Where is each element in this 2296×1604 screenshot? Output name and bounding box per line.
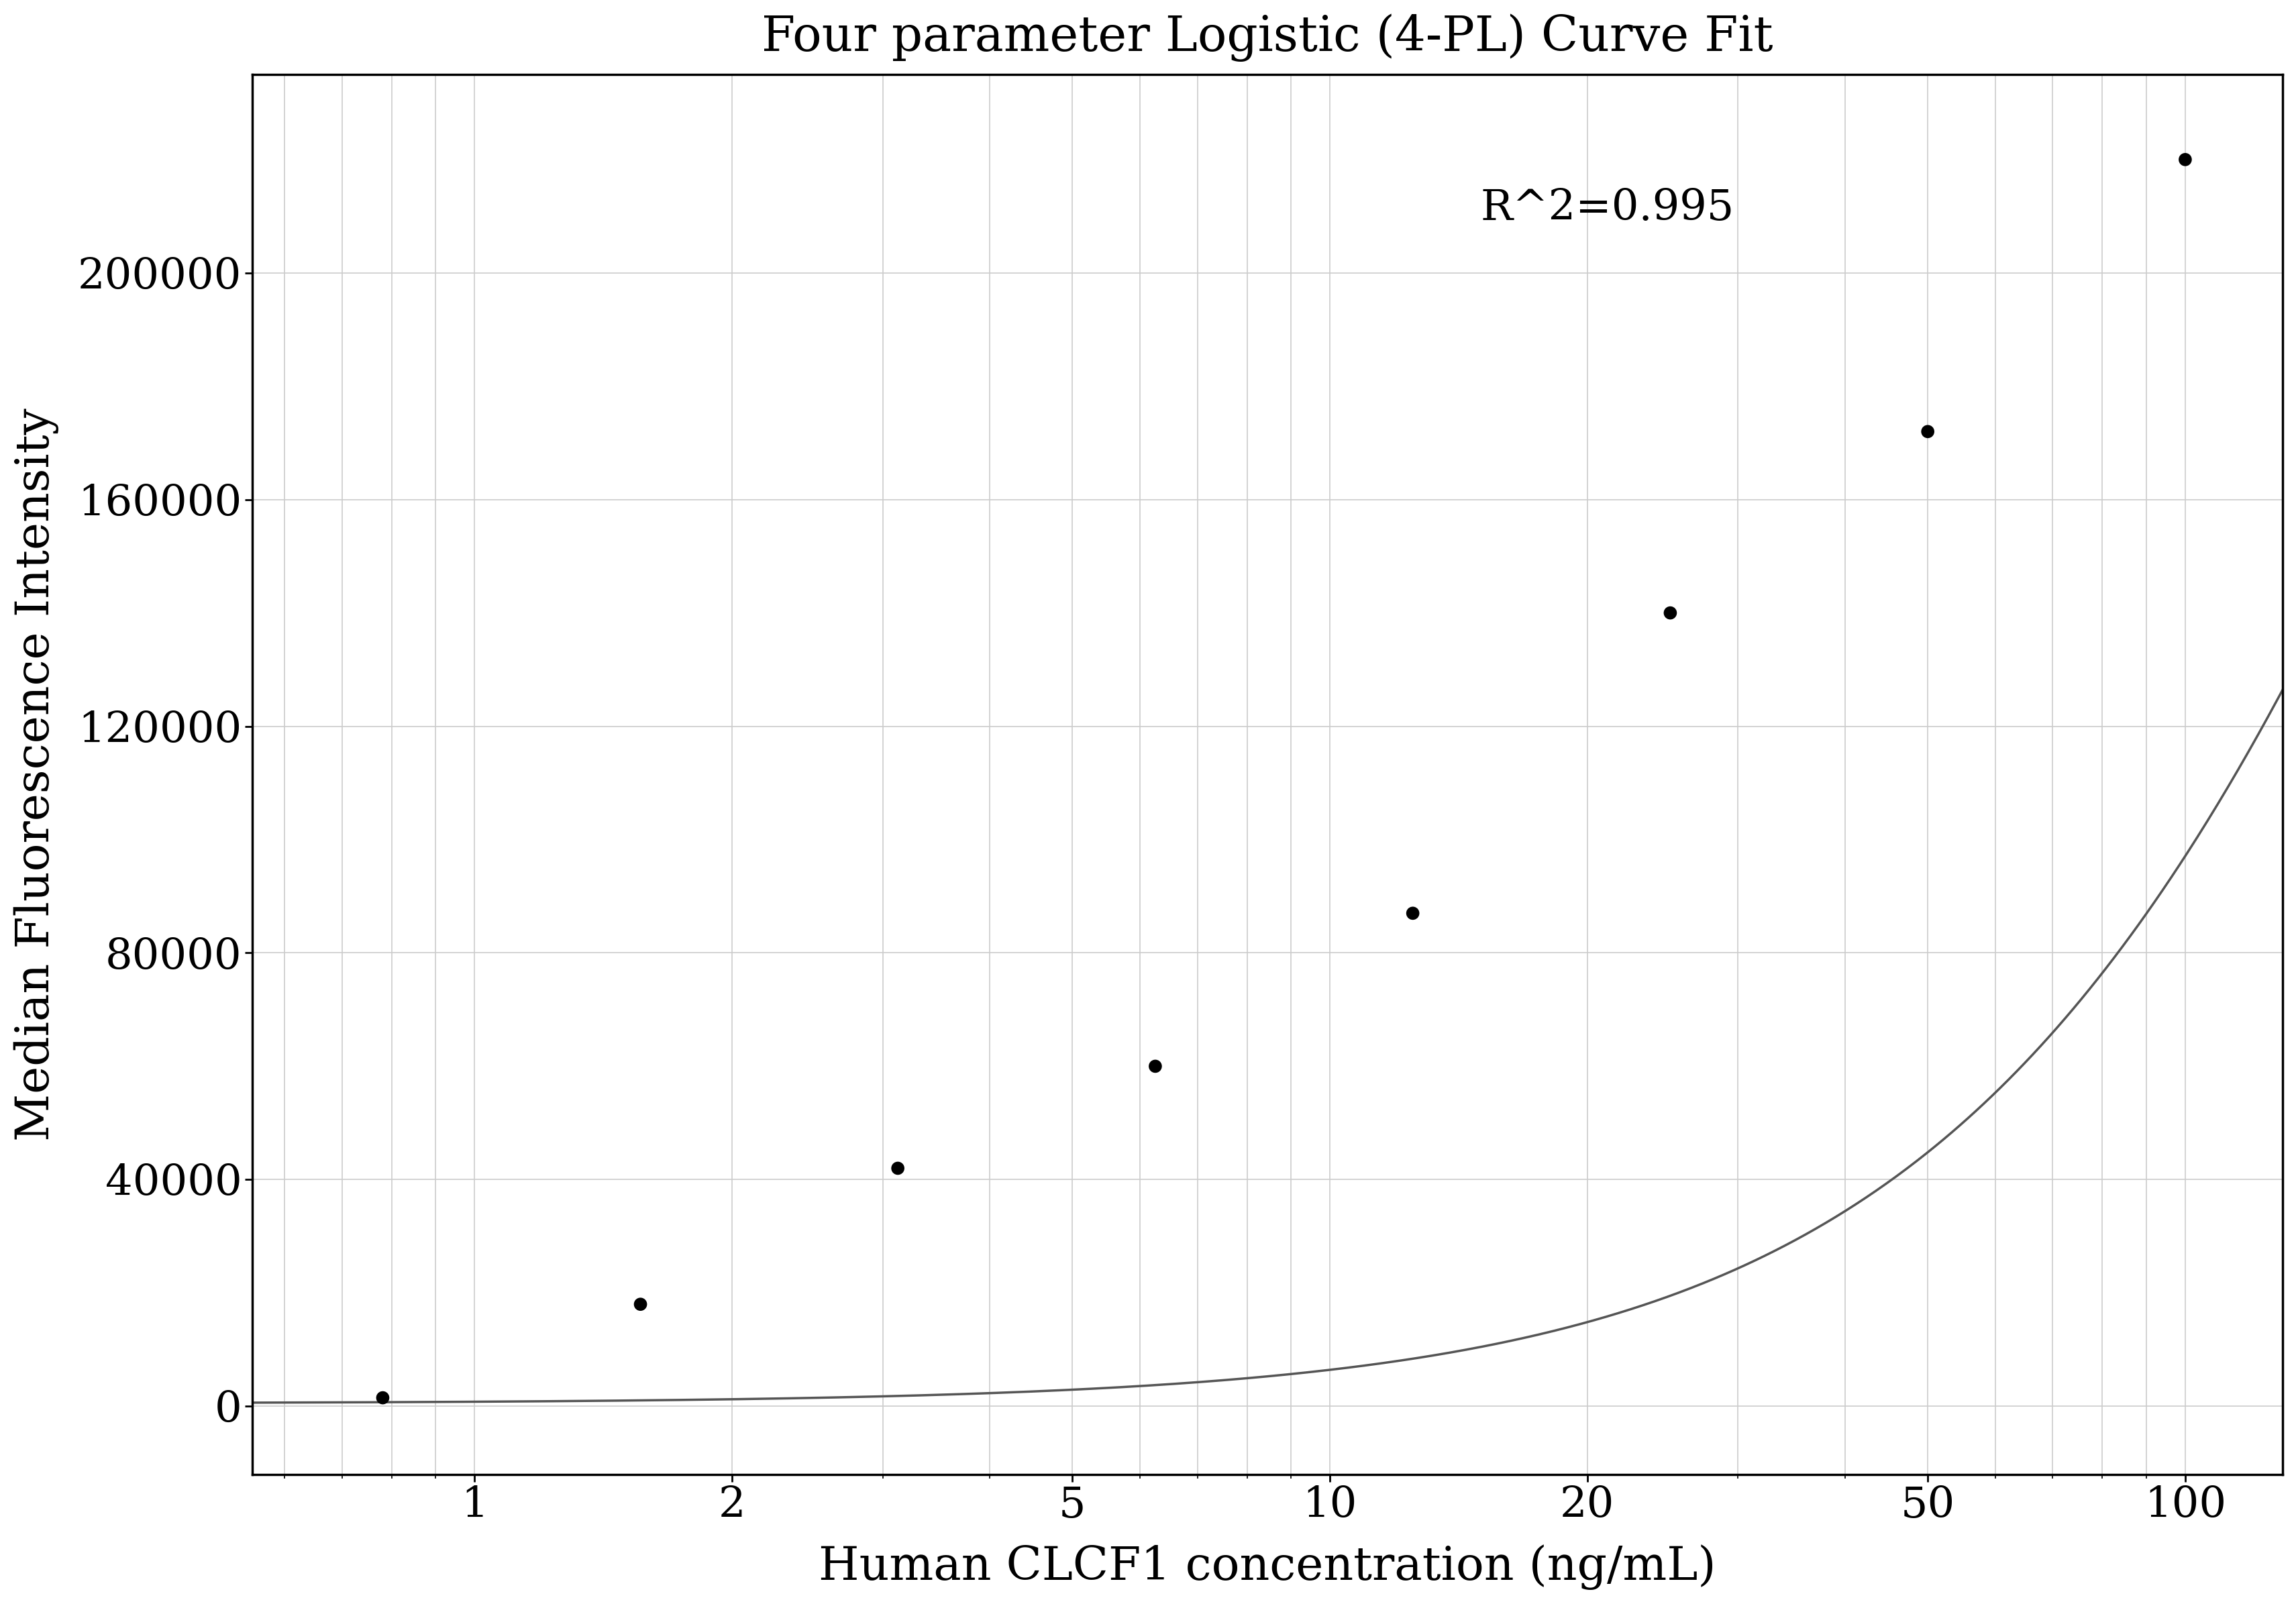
X-axis label: Human CLCF1 concentration (ng/mL): Human CLCF1 concentration (ng/mL) xyxy=(820,1545,1715,1590)
Point xyxy=(879,1155,916,1181)
Point xyxy=(1137,1054,1173,1079)
Point xyxy=(365,1384,402,1410)
Point xyxy=(622,1291,659,1317)
Title: Four parameter Logistic (4-PL) Curve Fit: Four parameter Logistic (4-PL) Curve Fit xyxy=(762,14,1773,63)
Point xyxy=(1394,900,1430,926)
Text: R^2=0.995: R^2=0.995 xyxy=(1481,188,1733,229)
Y-axis label: Median Fluorescence Intensity: Median Fluorescence Intensity xyxy=(14,407,60,1140)
Point xyxy=(1908,419,1945,444)
Point xyxy=(1651,600,1688,626)
Point xyxy=(2165,146,2202,172)
